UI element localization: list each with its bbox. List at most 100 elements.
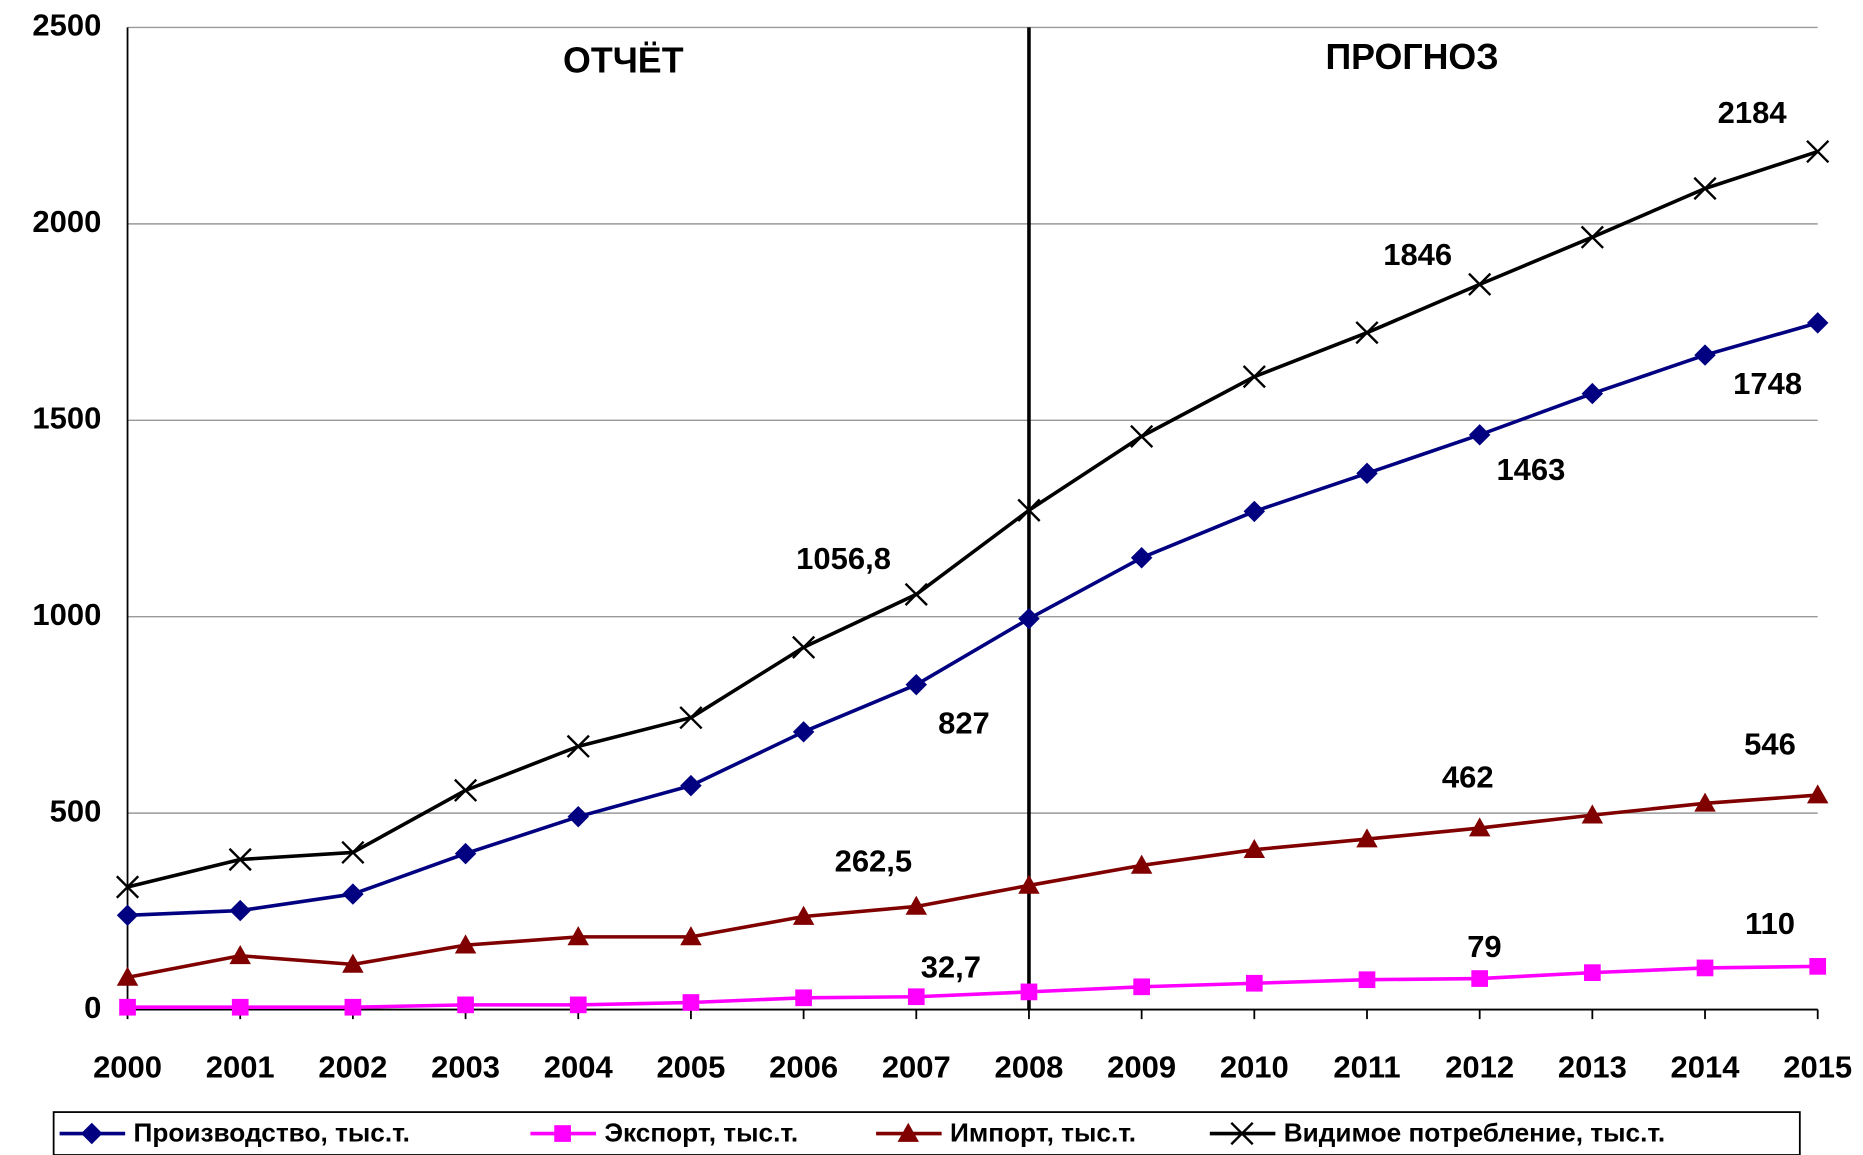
annotation: ОТЧЁТ [563, 41, 684, 81]
series-line [127, 321, 1819, 918]
data-label: 1463 [1496, 452, 1565, 487]
x-tick-label: 2015 [1783, 1049, 1852, 1084]
marker [1017, 498, 1041, 522]
marker [1693, 176, 1717, 201]
data-label: 1846 [1383, 237, 1452, 272]
marker [1020, 983, 1038, 1001]
marker [569, 996, 587, 1014]
marker [679, 706, 703, 730]
marker [454, 842, 477, 865]
marker [566, 734, 590, 758]
marker [554, 1125, 571, 1142]
x-tick-label: 2005 [656, 1049, 725, 1084]
marker [457, 996, 474, 1014]
x-tick-label: 2008 [994, 1049, 1063, 1084]
data-label: 1056,8 [796, 541, 891, 576]
x-tick-label: 2004 [544, 1049, 614, 1084]
marker [1358, 971, 1376, 989]
marker [454, 778, 478, 802]
y-tick-label: 1000 [32, 597, 101, 632]
marker [342, 953, 364, 973]
data-label: 1748 [1733, 366, 1802, 401]
marker [1130, 424, 1154, 448]
x-tick-label: 2006 [769, 1049, 838, 1084]
marker [1806, 312, 1829, 334]
data-label: 79 [1467, 929, 1501, 964]
marker [1356, 462, 1378, 485]
marker [1806, 784, 1829, 804]
x-tick-label: 2007 [882, 1049, 951, 1084]
x-tick-label: 2010 [1220, 1049, 1289, 1084]
y-tick-label: 0 [84, 990, 101, 1025]
marker [342, 883, 364, 905]
legend-label: Экспорт, тыс.т. [604, 1118, 798, 1148]
marker [1242, 365, 1266, 389]
x-tick-label: 2001 [206, 1049, 275, 1084]
marker [1018, 874, 1040, 894]
marker [1356, 828, 1378, 848]
marker [116, 904, 139, 927]
x-tick-label: 2003 [431, 1049, 500, 1084]
marker [904, 582, 928, 606]
data-label: 110 [1745, 906, 1795, 941]
marker [1580, 225, 1604, 249]
x-tick-label: 2002 [318, 1049, 387, 1084]
x-tick-label: 2011 [1333, 1049, 1400, 1084]
marker [1694, 344, 1716, 366]
marker [1581, 382, 1604, 405]
marker [231, 998, 249, 1016]
marker [680, 774, 702, 797]
data-label: 32,7 [921, 950, 981, 985]
x-tick-label: 2013 [1558, 1049, 1627, 1084]
series-line [127, 964, 1818, 1010]
x-tick-label: 2014 [1671, 1049, 1741, 1084]
marker [1584, 964, 1601, 981]
marker [1809, 958, 1827, 975]
marker [1133, 978, 1150, 996]
marker [792, 905, 815, 925]
marker [344, 998, 362, 1016]
data-label: 2184 [1718, 95, 1788, 130]
marker [229, 945, 251, 965]
marker [454, 934, 477, 954]
marker [1243, 500, 1266, 523]
marker [228, 847, 252, 872]
marker [905, 895, 928, 915]
marker [1245, 974, 1263, 992]
marker [1468, 272, 1492, 296]
marker [1471, 970, 1489, 987]
marker [1694, 792, 1716, 812]
marker [1696, 959, 1714, 977]
y-tick-label: 2500 [32, 8, 101, 43]
marker [81, 1122, 103, 1145]
marker [907, 988, 925, 1006]
marker [1018, 607, 1040, 630]
marker [682, 994, 700, 1011]
marker [119, 998, 136, 1016]
marker [792, 721, 815, 743]
legend-label: Производство, тыс.т. [133, 1118, 409, 1148]
data-label: 827 [938, 705, 990, 740]
marker [229, 899, 251, 922]
marker [1130, 547, 1153, 569]
marker [341, 840, 365, 865]
data-label: 546 [1744, 726, 1796, 761]
marker [567, 926, 589, 946]
marker [792, 635, 816, 659]
series-line [127, 793, 1818, 980]
marker [680, 926, 702, 946]
marker [1243, 838, 1266, 859]
marker [1355, 321, 1379, 345]
marker [1130, 854, 1153, 874]
x-tick-label: 2009 [1107, 1049, 1176, 1084]
marker [897, 1122, 919, 1142]
y-tick-label: 500 [50, 793, 102, 828]
marker [1806, 139, 1830, 164]
marker [567, 805, 589, 828]
marker [115, 875, 140, 899]
legend-label: Видимое потребление, тыс.т. [1284, 1118, 1665, 1148]
annotation: ПРОГНОЗ [1325, 37, 1498, 77]
y-tick-label: 1500 [32, 400, 101, 435]
marker [795, 989, 812, 1007]
